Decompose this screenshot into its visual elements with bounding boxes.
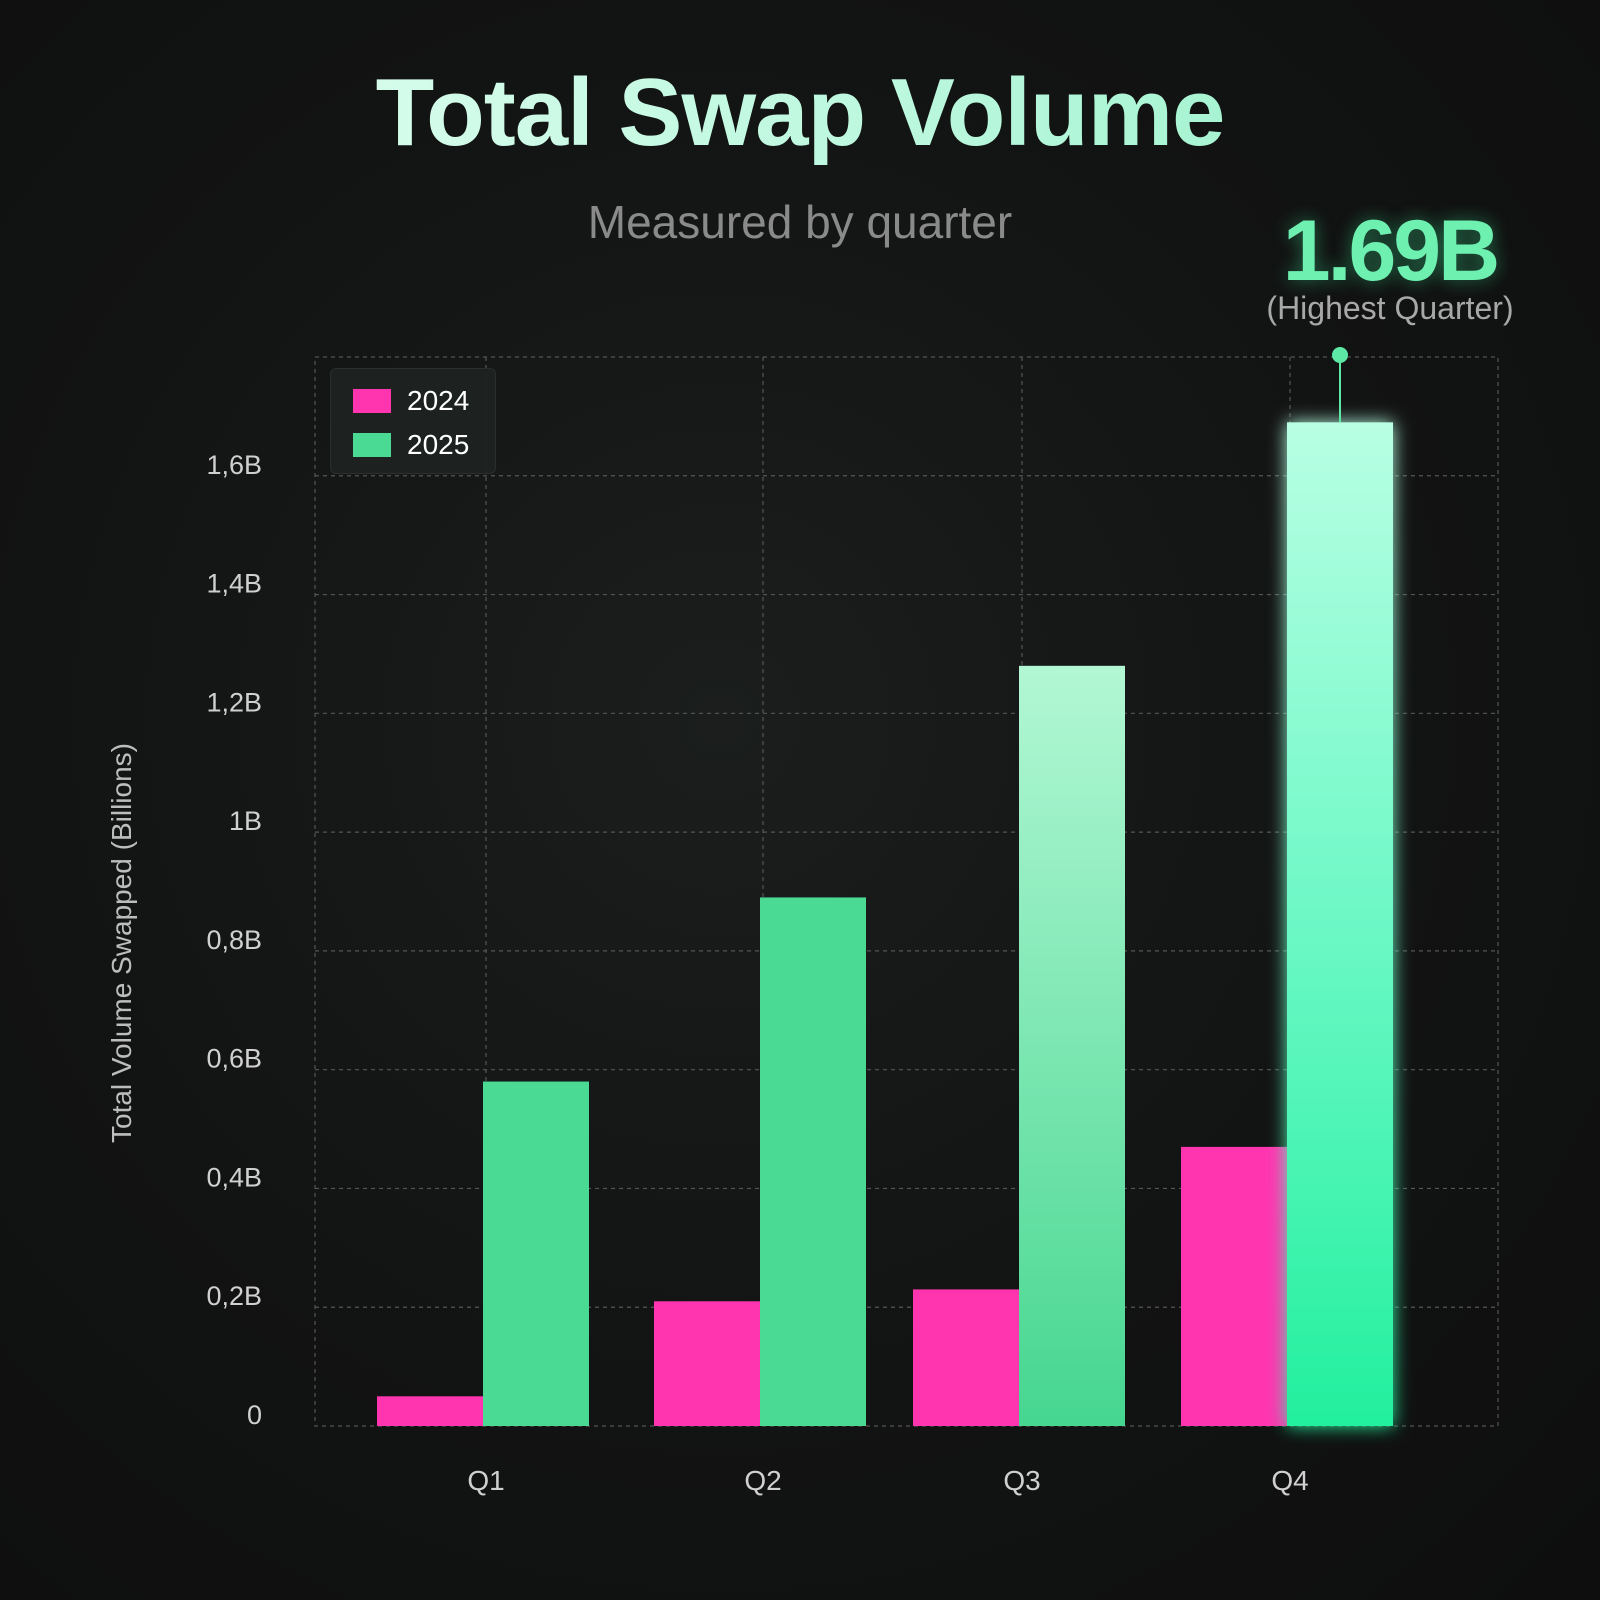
highlight-value: 1.69B [1282,203,1501,299]
legend-item-2025: 2025 [353,429,469,461]
y-tick-label: 1,6B [206,450,262,480]
bar-2024-Q1 [377,1396,483,1426]
y-tick-label: 0,8B [206,925,262,955]
x-tick-label: Q4 [1271,1465,1308,1496]
y-tick-label: 0,2B [206,1281,262,1311]
highlight-label: (Highest Quarter) [1266,290,1514,326]
y-tick-label: 0,4B [206,1162,262,1192]
plot-border [314,356,1499,1427]
bar-2024-Q3 [913,1289,1019,1426]
y-tick-label: 0,6B [206,1044,262,1074]
y-tick-label: 1B [229,806,262,836]
x-tick-label: Q3 [1003,1465,1040,1496]
legend-label: 2025 [407,429,470,460]
legend-label: 2024 [407,385,470,416]
bar-2025-Q1 [483,1081,589,1426]
legend-item-2024: 2024 [353,385,469,417]
bar-2025-Q3 [1019,665,1125,1426]
chart-title: Total Swap Volume [0,58,1600,168]
bar-2024-Q2 [654,1301,760,1426]
bar-2025-Q4 [1287,422,1393,1427]
x-tick-label: Q2 [744,1465,781,1496]
x-tick-label: Q1 [467,1465,504,1496]
bar-2024-Q4 [1181,1146,1287,1426]
legend-swatch [353,389,391,413]
legend-swatch [353,433,391,457]
bar-2025-Q2 [760,897,866,1426]
legend: 2024 2025 [330,368,496,474]
chart-subtitle: Measured by quarter [587,196,1013,248]
y-tick-label: 1,2B [206,687,262,717]
y-tick-label: 0 [247,1400,262,1430]
annotation-dot [1332,347,1348,363]
y-tick-label: 1,4B [206,569,262,599]
